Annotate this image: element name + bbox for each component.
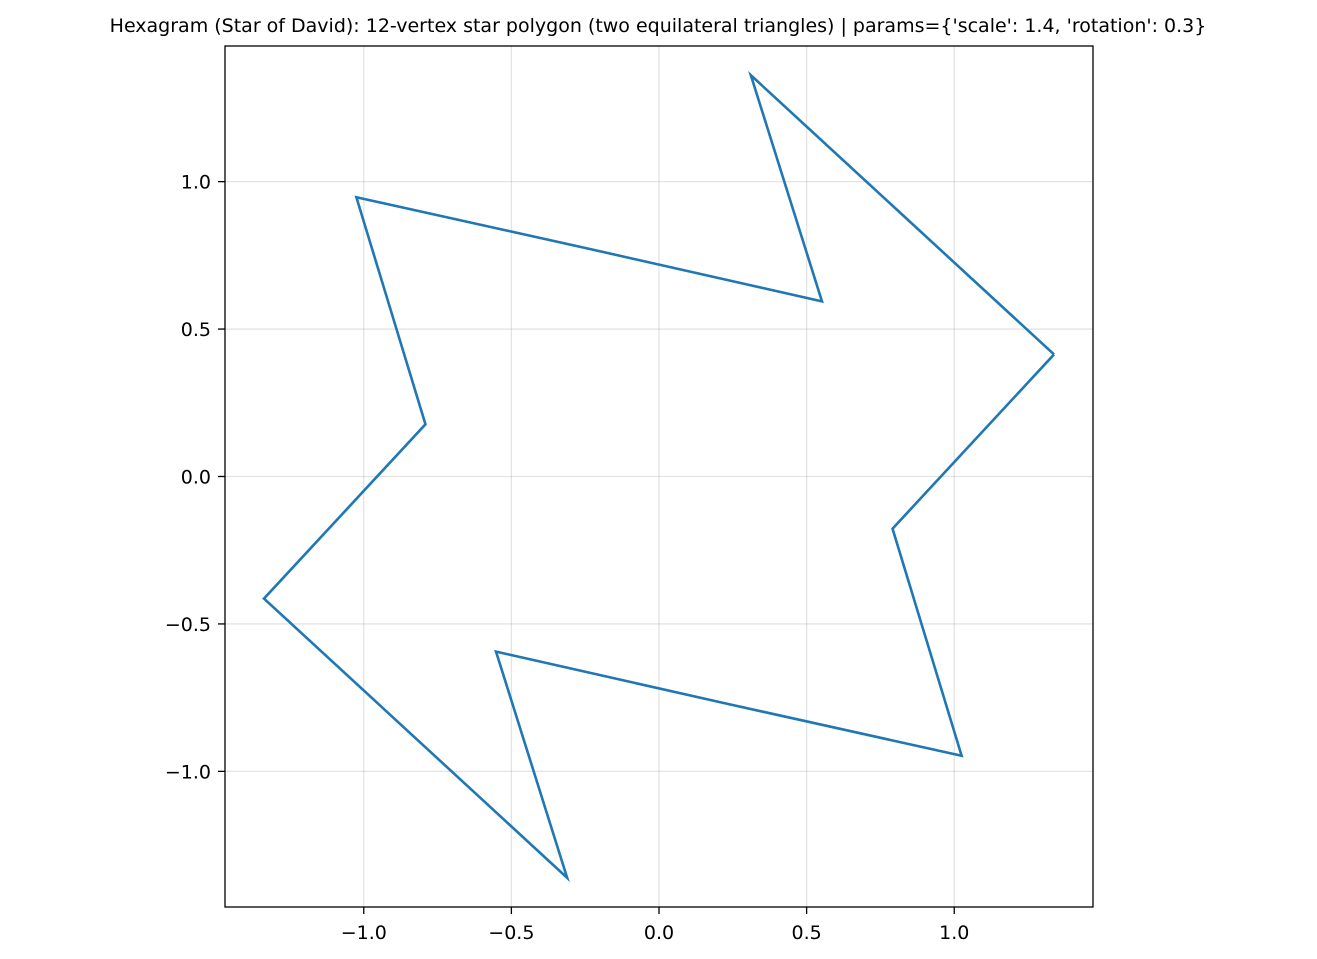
grid: [225, 46, 1093, 907]
chart-title: Hexagram (Star of David): 12-vertex star…: [110, 15, 1207, 37]
y-tick-label-1: −0.5: [165, 614, 211, 636]
series-layer: [262, 70, 1055, 883]
x-tick-label-1: −0.5: [488, 922, 534, 944]
y-tick-label-4: 1.0: [181, 172, 211, 194]
x-tick-label-2: 0.0: [644, 922, 674, 944]
y-tick-label-2: 0.0: [181, 467, 211, 489]
series-line-0: [262, 70, 1055, 883]
x-tick-label-4: 1.0: [939, 922, 969, 944]
x-axis: −1.0 −0.5 0.0 0.5 1.0: [341, 907, 969, 944]
y-tick-label-3: 0.5: [181, 319, 211, 341]
x-tick-label-3: 0.5: [792, 922, 822, 944]
y-tick-label-0: −1.0: [165, 761, 211, 783]
y-axis: −1.0 −0.5 0.0 0.5 1.0: [165, 172, 225, 783]
x-tick-label-0: −1.0: [341, 922, 387, 944]
